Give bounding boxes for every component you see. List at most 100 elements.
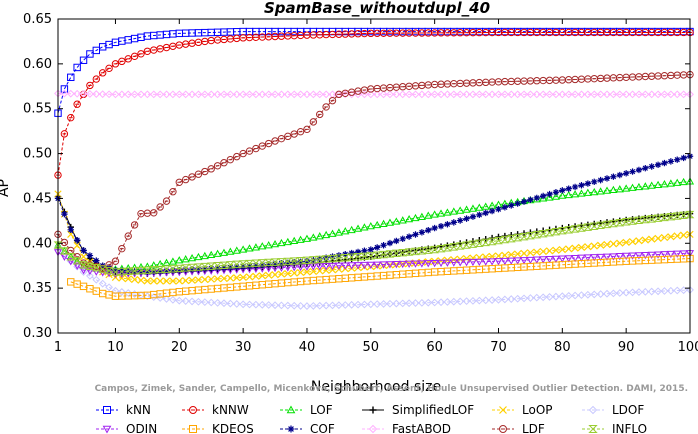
data-point-loop (597, 241, 605, 249)
legend-marker (499, 406, 507, 414)
data-point-fastabod (386, 90, 394, 99)
data-point-ldof (405, 299, 414, 308)
data-point-lof (392, 217, 401, 225)
data-point-inflo (232, 260, 242, 269)
data-point-ldof (264, 301, 273, 309)
data-point-cof (373, 244, 381, 251)
data-point-lof (628, 183, 637, 191)
data-point-knnw (399, 29, 407, 37)
data-point-fastabod (449, 90, 458, 99)
data-point-knnw (92, 75, 101, 83)
data-point-inflo (430, 245, 440, 254)
legend-marker (102, 425, 112, 434)
data-point-lof (449, 207, 458, 215)
data-point-loop (584, 243, 592, 251)
legend-label: FastABOD (392, 422, 451, 434)
data-point-odin (411, 260, 420, 268)
data-point-inflo (168, 265, 178, 273)
data-point-odin (449, 259, 458, 267)
data-point-fastabod (532, 90, 541, 99)
data-point-inflo (436, 244, 446, 253)
data-point-loop (539, 247, 547, 256)
data-point-ldof (283, 301, 292, 310)
series-line-lof (57, 180, 691, 270)
data-point-knnw (98, 69, 107, 77)
data-point-fastabod (456, 90, 465, 99)
data-point-ldf (679, 71, 688, 79)
data-point-loop (303, 268, 311, 276)
data-point-cof (380, 242, 387, 249)
data-point-ldf (271, 137, 279, 145)
x-tick-label: 10 (107, 340, 124, 355)
data-point-inflo (72, 257, 82, 265)
data-point-fastabod (596, 90, 605, 99)
data-point-ldof (334, 301, 343, 310)
data-point-cof (425, 226, 432, 234)
data-point-odin (373, 261, 382, 269)
data-point-fastabod (366, 90, 375, 99)
data-point-ldf (105, 261, 113, 269)
data-point-inflo (455, 242, 465, 250)
data-point-fastabod (558, 90, 567, 99)
data-point-odin (436, 259, 446, 268)
data-point-cof (252, 262, 260, 269)
data-point-cof (361, 247, 368, 254)
data-point-ldof (149, 293, 158, 302)
data-point-odin (513, 257, 522, 265)
data-point-inflo (379, 250, 388, 259)
data-point-ldof (520, 294, 528, 303)
data-point-inflo (213, 262, 223, 270)
legend-marker (189, 406, 197, 414)
data-point-ldof (207, 298, 216, 307)
data-point-cof (527, 196, 534, 203)
data-point-knnw (130, 52, 139, 61)
plot-area (53, 27, 695, 310)
data-point-ldf (660, 71, 669, 80)
data-point-lof (590, 187, 599, 196)
data-point-odin (430, 259, 439, 268)
data-point-loop (296, 268, 305, 277)
data-point-ldof (290, 301, 299, 310)
data-point-odin (328, 262, 337, 271)
data-point-ldof (92, 275, 101, 284)
data-point-loop (130, 275, 139, 284)
data-point-ldof (564, 291, 573, 300)
data-point-cof (514, 200, 521, 207)
data-point-loop (194, 276, 203, 284)
x-tick-label: 40 (299, 340, 316, 355)
data-point-cof (654, 161, 662, 168)
data-point-lof (341, 227, 350, 235)
data-point-fastabod (654, 90, 662, 99)
data-point-cof (405, 233, 413, 240)
data-point-fastabod (641, 90, 650, 99)
data-point-loop (239, 273, 247, 282)
data-point-ldf (73, 253, 81, 261)
data-point-inflo (360, 252, 369, 260)
data-point-loop (124, 275, 132, 283)
data-point-cof (80, 247, 87, 254)
data-point-odin (654, 251, 663, 259)
data-point-ldof (124, 289, 133, 297)
data-point-ldf (220, 159, 228, 167)
data-point-lof (475, 203, 484, 211)
data-point-fastabod (635, 90, 643, 99)
data-point-ldof (373, 300, 382, 309)
data-point-inflo (136, 266, 146, 275)
legend-item-fastabod: FastABOD (362, 422, 451, 434)
data-point-loop (424, 258, 432, 266)
data-point-lof (564, 190, 573, 199)
data-point-inflo (328, 254, 337, 263)
data-point-ldf (188, 173, 196, 181)
data-point-fastabod (615, 90, 624, 99)
data-point-loop (545, 247, 554, 255)
data-point-loop (571, 244, 579, 252)
data-point-fastabod (207, 90, 216, 99)
legend-marker (287, 425, 295, 433)
data-point-loop (392, 260, 400, 269)
data-point-loop (175, 277, 183, 285)
legend-label: ODIN (126, 422, 157, 434)
data-point-lof (149, 261, 158, 269)
data-point-cof (112, 267, 119, 274)
data-point-inflo (577, 224, 586, 232)
data-point-odin (571, 254, 580, 263)
